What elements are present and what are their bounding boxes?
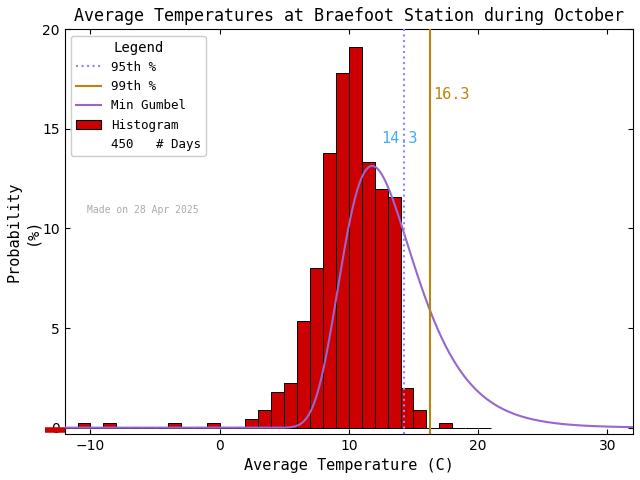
- Bar: [349, 47, 362, 428]
- X-axis label: Average Temperature (C): Average Temperature (C): [244, 458, 454, 473]
- Bar: [104, 423, 116, 428]
- Bar: [362, 162, 374, 428]
- Bar: [259, 410, 271, 428]
- Bar: [271, 392, 284, 428]
- Bar: [168, 423, 181, 428]
- Bar: [323, 153, 336, 428]
- Bar: [207, 423, 220, 428]
- Bar: [246, 419, 259, 428]
- Bar: [297, 322, 310, 428]
- Bar: [388, 197, 401, 428]
- Bar: [336, 73, 349, 428]
- Text: Made on 28 Apr 2025: Made on 28 Apr 2025: [87, 205, 199, 215]
- Bar: [413, 410, 426, 428]
- Bar: [284, 384, 297, 428]
- Bar: [310, 268, 323, 428]
- Text: 16.3: 16.3: [433, 87, 470, 102]
- Title: Average Temperatures at Braefoot Station during October: Average Temperatures at Braefoot Station…: [74, 7, 624, 25]
- Legend: 95th %, 99th %, Min Gumbel, Histogram, 450   # Days: 95th %, 99th %, Min Gumbel, Histogram, 4…: [71, 36, 206, 156]
- Bar: [77, 423, 90, 428]
- Y-axis label: Probability
(%): Probability (%): [7, 181, 39, 282]
- Text: 14.3: 14.3: [381, 131, 418, 146]
- Bar: [374, 189, 388, 428]
- Bar: [439, 423, 452, 428]
- Bar: [401, 388, 413, 428]
